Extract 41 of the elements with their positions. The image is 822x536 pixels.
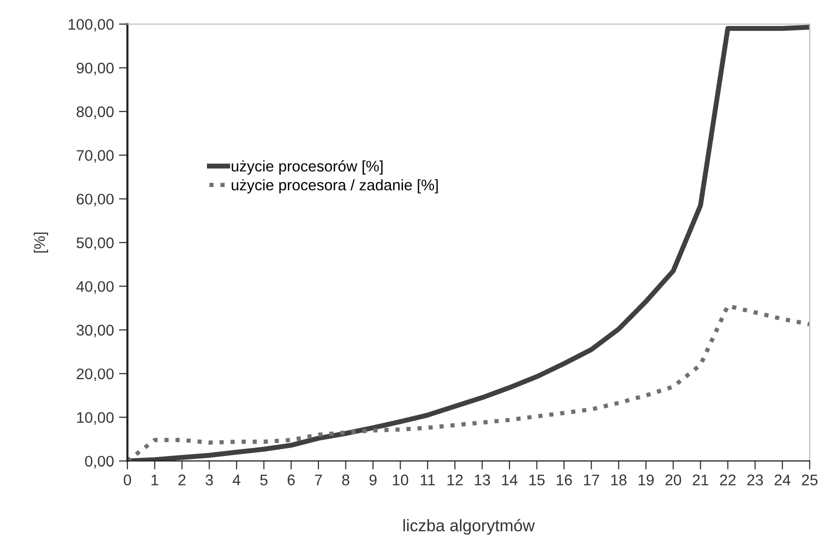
x-tick-label: 25 [802, 474, 818, 486]
y-tick-label: 30,00 [76, 324, 114, 338]
x-tick-label: 9 [369, 474, 377, 486]
x-tick-label: 17 [584, 474, 600, 486]
y-tick-label: 0,00 [85, 456, 114, 468]
x-tick-label: 10 [392, 474, 408, 486]
x-tick-label: 14 [502, 474, 518, 486]
y-tick-label: 60,00 [76, 194, 114, 206]
x-tick-label: 3 [206, 474, 213, 486]
x-tick-label: 7 [314, 474, 322, 486]
legend-label: użycie procesorów [%] [232, 160, 383, 175]
x-tick-label: 16 [556, 474, 572, 486]
y-tick-label: 40,00 [76, 281, 114, 294]
x-tick-label: 2 [178, 474, 186, 486]
x-tick-label: 1 [152, 474, 158, 486]
y-tick-label: 70,00 [76, 150, 114, 163]
y-tick-label: 10,00 [77, 412, 114, 425]
y-tick-label: 20,00 [76, 368, 114, 382]
x-tick-label: 8 [342, 474, 350, 486]
x-tick-label: 24 [774, 474, 790, 486]
y-tick-label: 80,00 [76, 106, 114, 119]
x-tick-label: 4 [232, 474, 240, 486]
x-tick-label: 19 [638, 474, 654, 486]
x-tick-label: 12 [448, 474, 463, 486]
x-tick-label: 15 [529, 474, 545, 486]
x-tick-label: 6 [288, 474, 295, 486]
x-tick-label: 0 [124, 474, 132, 486]
x-tick-label: 21 [692, 474, 708, 486]
y-tick-label: 90,00 [76, 62, 114, 76]
x-tick-label: 11 [420, 474, 435, 486]
x-tick-label: 20 [665, 474, 682, 486]
y-tick-label: 50,00 [76, 237, 114, 250]
y-axis-title: [%] [34, 232, 48, 252]
y-tick-label: 100,00 [68, 18, 114, 32]
x-tick-label: 23 [747, 474, 763, 486]
x-tick-label: 13 [474, 474, 490, 486]
x-axis-title: liczba algorytmów [403, 518, 535, 535]
x-tick-label: 22 [720, 474, 736, 486]
x-tick-label: 18 [611, 474, 626, 486]
legend-label: użycie procesora / zadanie [%] [232, 179, 438, 194]
x-tick-label: 5 [260, 474, 268, 486]
